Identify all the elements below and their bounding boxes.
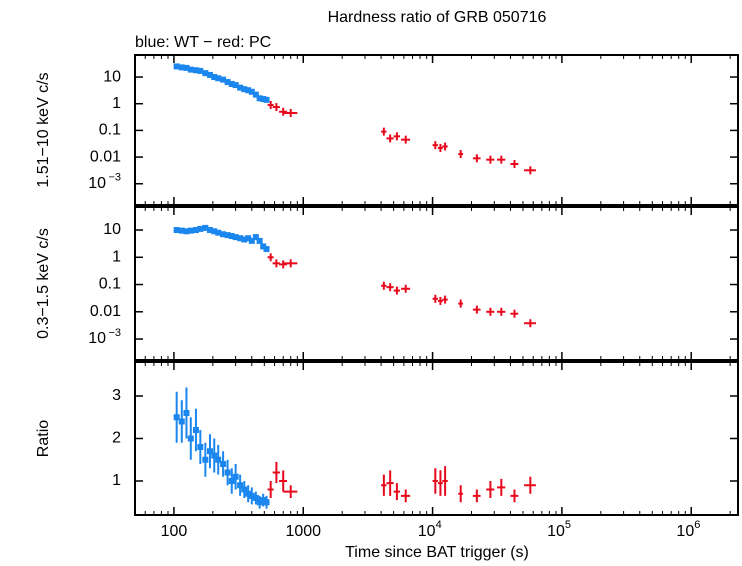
data-point <box>260 243 267 250</box>
data-point <box>206 227 213 234</box>
data-point <box>228 80 235 87</box>
data-point <box>263 96 270 103</box>
data-point <box>224 232 231 239</box>
y-tick-label: −3 <box>108 327 121 339</box>
data-point <box>224 469 231 476</box>
data-point <box>220 231 227 238</box>
data-point <box>248 237 255 244</box>
y-tick-label: −3 <box>108 172 121 184</box>
data-point <box>183 64 190 71</box>
data-point <box>220 76 227 83</box>
data-point <box>192 227 199 234</box>
data-point <box>232 473 239 480</box>
data-point <box>256 95 263 102</box>
data-point <box>187 66 194 73</box>
data-point <box>183 410 190 416</box>
data-point <box>197 225 204 232</box>
data-point <box>245 235 252 242</box>
data-point <box>215 229 222 236</box>
x-tick-label: 10 <box>418 523 436 540</box>
y-axis-title: Ratio <box>35 420 52 457</box>
y-axis-title: 1.51−10 keV c/s <box>35 72 52 187</box>
chart-subtitle: blue: WT − red: PC <box>135 34 271 51</box>
data-point <box>263 246 270 253</box>
data-point <box>260 96 267 103</box>
data-point <box>173 63 180 70</box>
data-point <box>202 70 209 77</box>
data-point <box>241 86 248 93</box>
data-point <box>237 482 244 489</box>
data-point <box>248 492 255 499</box>
data-point <box>237 235 244 242</box>
data-point <box>202 224 209 231</box>
data-point <box>187 227 194 234</box>
x-tick-label: 4 <box>436 519 442 531</box>
y-tick-label: 10 <box>103 68 121 85</box>
data-point <box>256 499 263 506</box>
data-point <box>211 228 218 235</box>
y-tick-label: 0.1 <box>99 122 121 139</box>
data-point <box>173 227 180 234</box>
data-point <box>245 490 252 497</box>
data-point <box>260 497 267 504</box>
y-axis-title: 0.3−1.5 keV c/s <box>35 228 52 339</box>
data-point <box>215 456 222 463</box>
data-point <box>178 64 185 71</box>
y-tick-label: 0.1 <box>99 276 121 293</box>
y-tick-label: 1 <box>112 95 121 112</box>
y-tick-label: 10 <box>88 330 106 347</box>
y-tick-label: 3 <box>112 387 121 404</box>
data-point <box>197 67 204 74</box>
x-tick-label: 100 <box>161 523 188 540</box>
data-point <box>232 234 239 241</box>
data-point <box>192 67 199 74</box>
data-point <box>220 461 227 467</box>
data-point <box>252 495 259 501</box>
data-point <box>232 82 239 89</box>
data-point <box>228 478 235 484</box>
data-point <box>178 227 185 234</box>
y-tick-label: 0.01 <box>90 303 121 320</box>
data-point <box>202 456 209 463</box>
data-point <box>228 233 235 240</box>
data-point <box>263 499 270 506</box>
chart-title: Hardness ratio of GRB 050716 <box>328 9 547 26</box>
x-tick-label: 10 <box>547 523 565 540</box>
data-point <box>187 435 194 442</box>
plot-frame <box>134 206 739 361</box>
x-tick-label: 10 <box>676 523 694 540</box>
y-tick-label: 0.01 <box>90 148 121 165</box>
y-tick-label: 2 <box>112 430 121 447</box>
y-tick-label: 1 <box>112 248 121 265</box>
y-tick-label: 10 <box>88 175 106 192</box>
data-point <box>215 75 222 82</box>
plot-frame <box>134 361 739 516</box>
data-point <box>241 486 248 493</box>
data-point <box>206 448 213 455</box>
data-point <box>192 427 199 433</box>
data-point <box>248 88 255 95</box>
data-point <box>178 418 185 425</box>
data-point <box>197 444 204 450</box>
data-point <box>237 84 244 91</box>
x-tick-label: 5 <box>565 519 571 531</box>
x-tick-label: 1000 <box>285 523 321 540</box>
data-point <box>245 87 252 94</box>
data-point <box>211 452 218 459</box>
data-point <box>256 237 263 244</box>
data-point <box>224 79 231 86</box>
data-point <box>206 71 213 78</box>
data-point <box>211 74 218 81</box>
y-tick-label: 10 <box>103 221 121 238</box>
data-point <box>173 414 180 421</box>
x-axis-title: Time since BAT trigger (s) <box>345 544 529 561</box>
data-point <box>183 228 190 235</box>
data-point <box>252 234 259 241</box>
data-point <box>241 236 248 243</box>
x-tick-label: 6 <box>694 519 700 531</box>
data-point <box>252 91 259 98</box>
y-tick-label: 1 <box>112 472 121 489</box>
